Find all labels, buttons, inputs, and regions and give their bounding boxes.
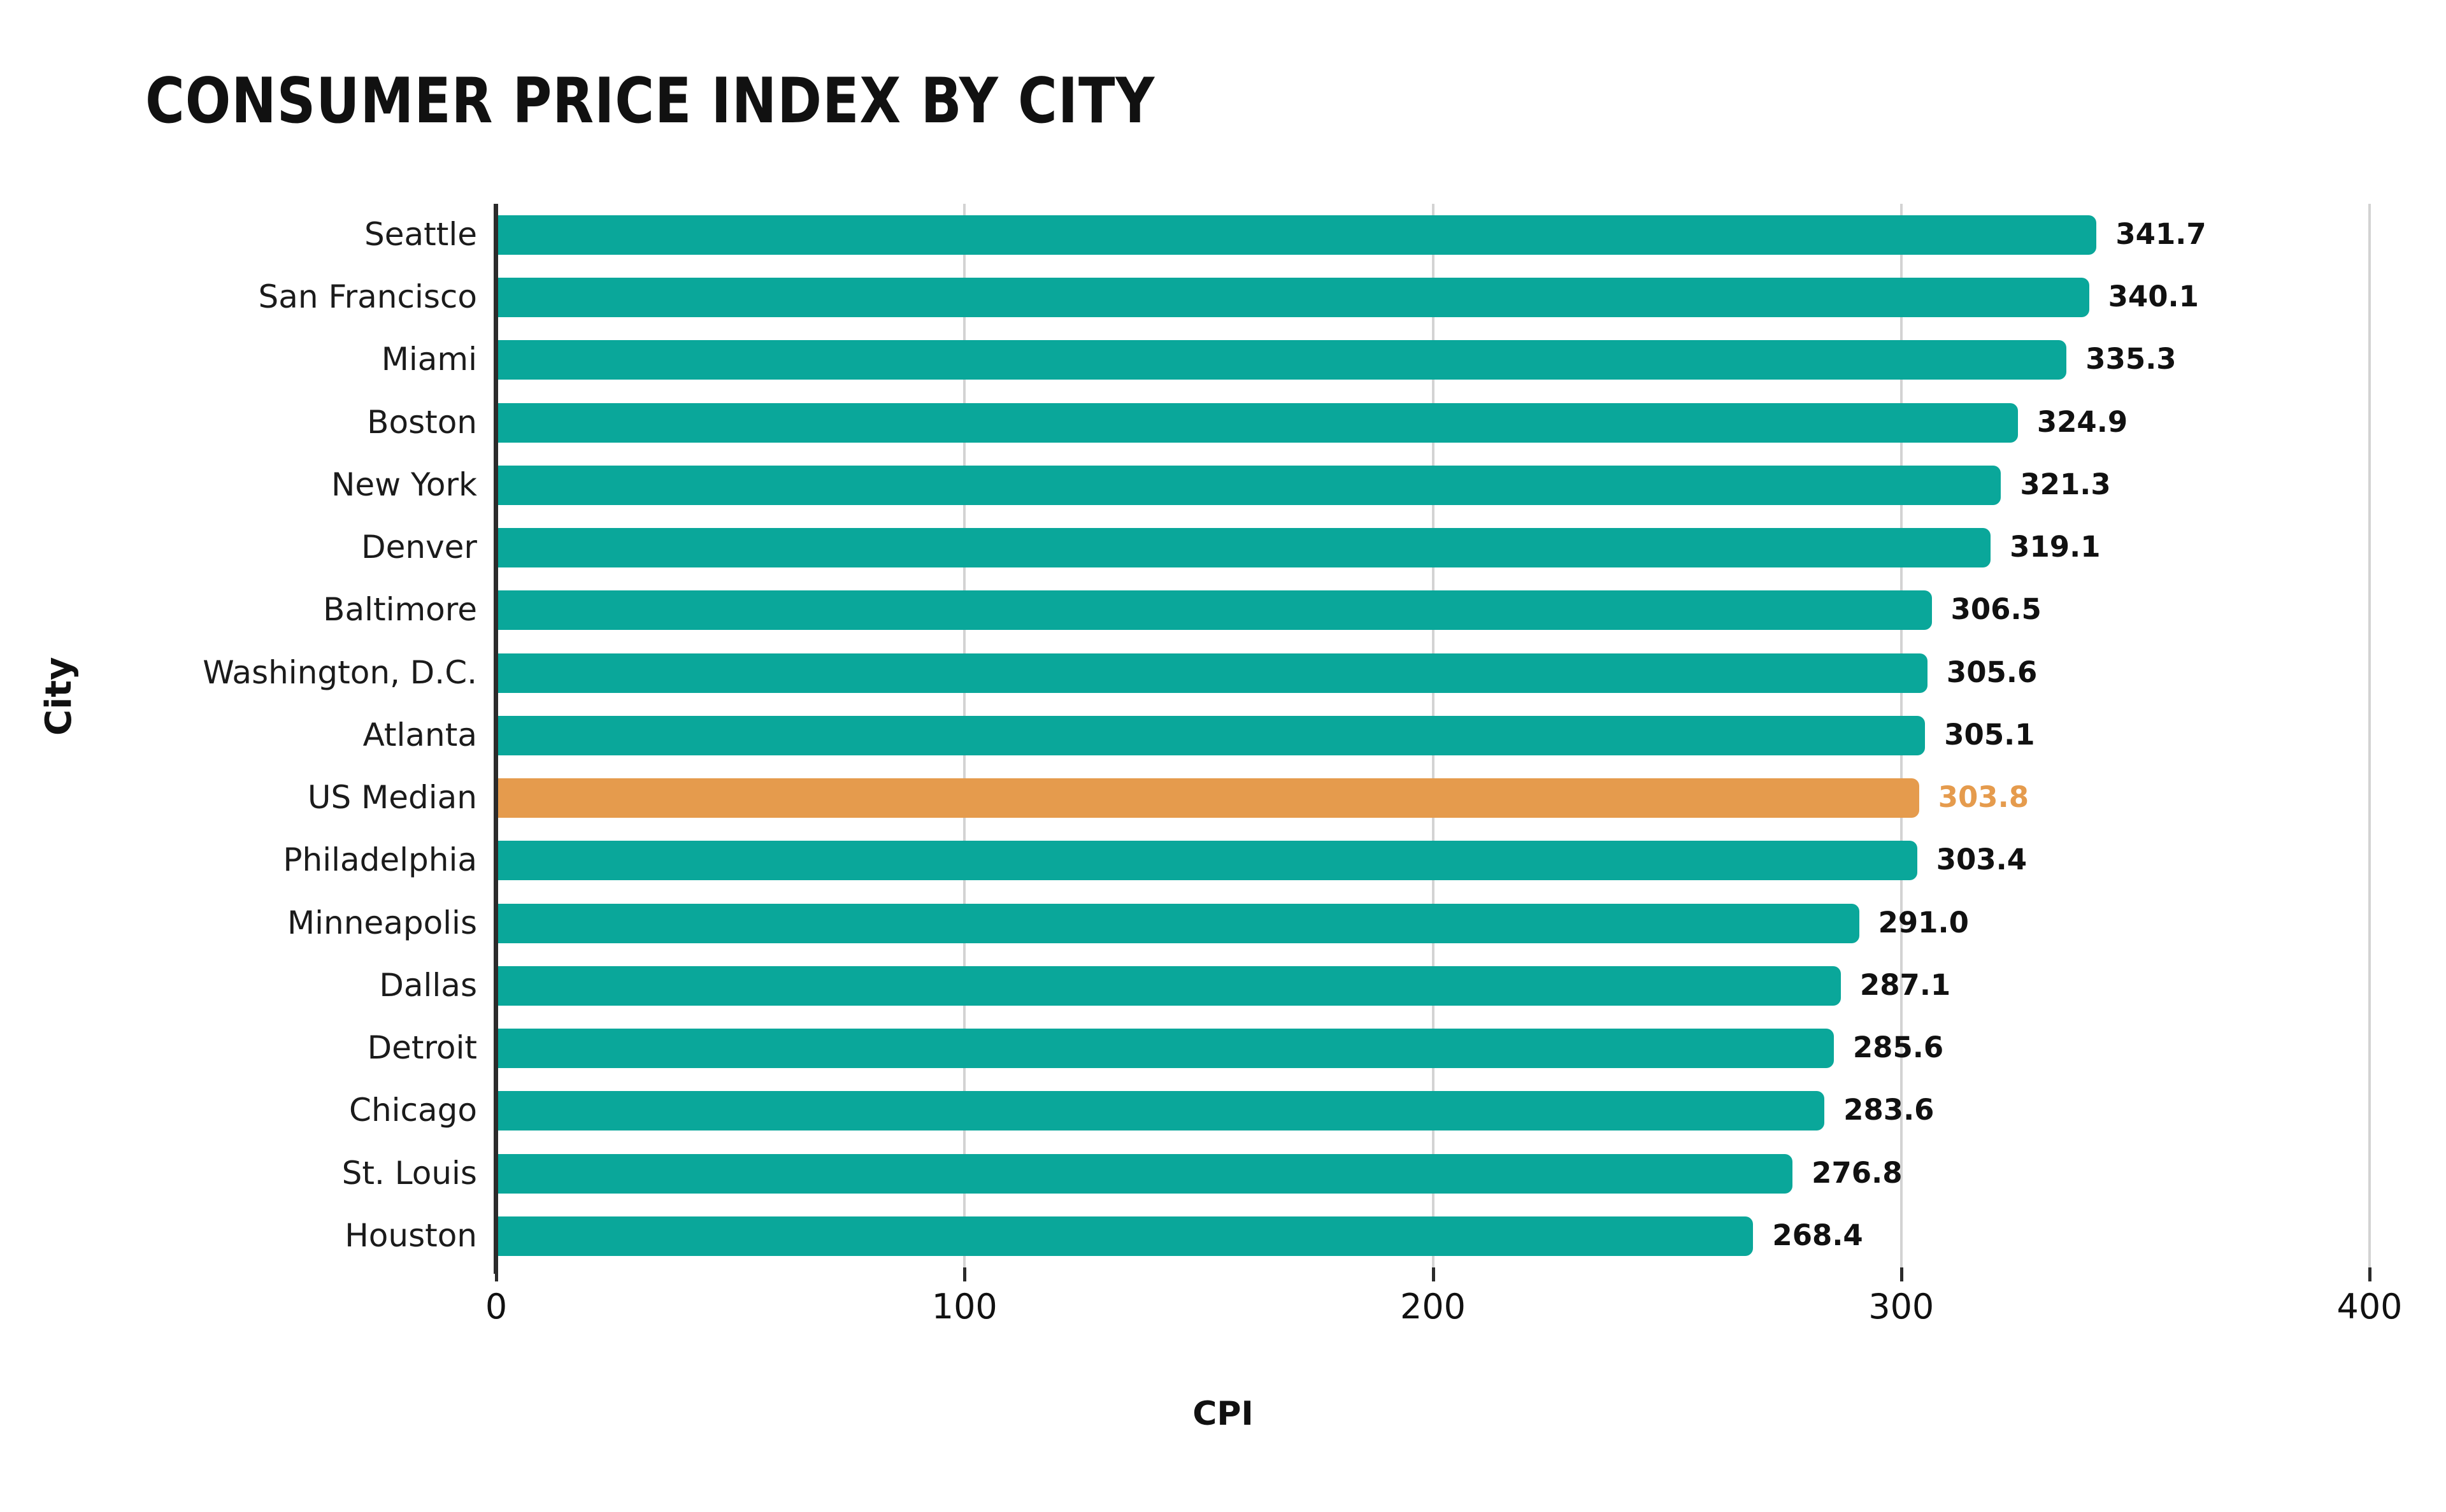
chart-title: CONSUMER PRICE INDEX BY CITY (145, 65, 1155, 138)
category-label: New York (331, 466, 477, 503)
bar-value-label: 306.5 (1950, 592, 2042, 627)
category-label: Detroit (367, 1029, 477, 1067)
bar[interactable] (496, 278, 2089, 318)
bar-row[interactable]: 303.8 US Median (308, 767, 2370, 829)
category-label: Dallas (379, 966, 477, 1004)
bar[interactable] (496, 1216, 1754, 1256)
bar-value-label: 303.8 (1938, 780, 2029, 815)
x-tick-mark-100 (963, 1267, 967, 1281)
bar-value-label: 276.8 (1812, 1155, 1903, 1190)
category-label: Atlanta (362, 716, 477, 753)
bar[interactable] (496, 778, 1919, 818)
y-axis-title: City (38, 657, 80, 736)
bar-value-label: 335.3 (2085, 342, 2177, 376)
x-tick-mark-200 (1431, 1267, 1435, 1281)
gridline-400 (2368, 204, 2371, 1267)
bar[interactable] (496, 1029, 1834, 1069)
bar-row[interactable]: 321.3 New York (331, 454, 2370, 517)
x-tick-label: 100 (931, 1287, 998, 1327)
bar[interactable] (496, 1091, 1825, 1131)
bar-row[interactable]: 340.1 San Francisco (259, 266, 2370, 329)
bar-value-label: 319.1 (2010, 530, 2101, 564)
x-tick-label: 400 (2336, 1287, 2403, 1327)
category-label: Philadelphia (283, 841, 477, 879)
category-label: Houston (345, 1216, 477, 1254)
x-tick-label: 300 (1868, 1287, 1935, 1327)
bar-row[interactable]: 306.5 Baltimore (323, 579, 2370, 641)
x-axis-title: CPI (1192, 1395, 1254, 1433)
category-label: Minneapolis (287, 904, 477, 941)
x-tick-mark-400 (2368, 1267, 2371, 1281)
bar[interactable] (496, 528, 1991, 568)
category-label: Baltimore (323, 591, 477, 629)
bar-row[interactable]: 276.8 St. Louis (342, 1143, 2370, 1205)
bar-value-label: 287.1 (1859, 967, 1951, 1002)
category-label: Boston (367, 403, 477, 441)
bar[interactable] (496, 903, 1859, 943)
bar[interactable] (496, 1153, 1793, 1194)
category-label: US Median (307, 779, 477, 817)
bar-row[interactable]: 324.9 Boston (367, 392, 2370, 454)
bar-value-label: 283.6 (1843, 1093, 1935, 1127)
category-label: Chicago (349, 1092, 477, 1129)
bar-value-label: 303.4 (1936, 843, 2028, 877)
bar-row[interactable]: 291.0 Minneapolis (287, 892, 2370, 955)
bar[interactable] (496, 465, 2001, 505)
bar-row[interactable]: 319.1 Denver (361, 517, 2370, 579)
bar-row[interactable]: 283.6 Chicago (349, 1080, 2370, 1142)
bar-row[interactable]: 285.6 Detroit (368, 1017, 2370, 1080)
bar-row[interactable]: 341.7 Seattle (364, 204, 2370, 266)
bar-row[interactable]: 287.1 Dallas (379, 955, 2370, 1017)
bar-row[interactable]: 305.1 Atlanta (363, 704, 2370, 767)
x-tick-mark-0 (495, 1267, 498, 1281)
bar-row[interactable]: 335.3 Miami (382, 329, 2370, 391)
category-label: St. Louis (341, 1154, 477, 1192)
bar[interactable] (496, 340, 2067, 380)
x-tick-label: 200 (1399, 1287, 1466, 1327)
x-tick-mark-300 (1899, 1267, 1903, 1281)
bar[interactable] (496, 215, 2097, 255)
bar-value-label: 341.7 (2115, 217, 2206, 251)
bar-value-label: 321.3 (2020, 467, 2111, 501)
bar-value-label: 340.1 (2108, 280, 2199, 314)
category-label: Denver (361, 529, 477, 566)
category-label: Washington, D.C. (203, 653, 477, 691)
bar-row[interactable]: 305.6 Washington, D.C. (203, 642, 2370, 704)
y-axis-spine (494, 204, 498, 1274)
bar-value-label: 324.9 (2036, 404, 2128, 439)
bar-value-label: 285.6 (1852, 1031, 1944, 1065)
category-label: Seattle (364, 216, 477, 253)
bar[interactable] (496, 403, 2018, 443)
bar[interactable] (496, 715, 1926, 755)
bar-value-label: 305.6 (1946, 655, 2038, 689)
x-tick-label: 0 (485, 1287, 508, 1327)
bar-value-label: 291.0 (1878, 905, 1969, 939)
bar-value-label: 268.4 (1772, 1218, 1863, 1252)
bar[interactable] (496, 653, 1927, 693)
plot-area: 341.7 Seattle 340.1 San Francisco 335.3 Miami… (203, 204, 2371, 1267)
bar-row[interactable]: 303.4 Philadelphia (283, 829, 2370, 892)
category-label: Miami (381, 341, 477, 378)
bar[interactable] (496, 590, 1932, 631)
bar-row[interactable]: 268.4 Houston (345, 1205, 2370, 1267)
bar[interactable] (496, 841, 1917, 881)
bar-value-label: 305.1 (1944, 717, 2035, 752)
bar[interactable] (496, 966, 1841, 1006)
category-label: San Francisco (258, 278, 477, 316)
